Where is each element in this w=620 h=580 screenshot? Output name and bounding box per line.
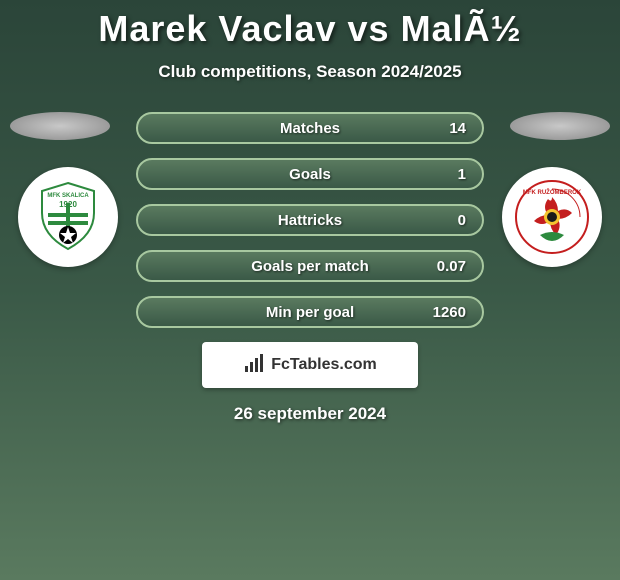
stat-row-hattricks: Hattricks 0 xyxy=(136,204,484,236)
stats-list: Matches 14 Goals 1 Hattricks 0 Goals per… xyxy=(136,112,484,328)
comparison-title: Marek Vaclav vs MalÃ½ xyxy=(0,0,620,50)
shadow-ellipse-right xyxy=(510,112,610,140)
comparison-date: 26 september 2024 xyxy=(0,404,620,424)
svg-text:MFK RUŽOMBEROK: MFK RUŽOMBEROK xyxy=(523,188,582,196)
stat-label: Matches xyxy=(280,120,340,137)
stat-row-matches: Matches 14 xyxy=(136,112,484,144)
shadow-ellipse-left xyxy=(10,112,110,140)
skalica-crest-icon: MFK SKALICA 1920 xyxy=(28,177,108,257)
stat-value: 1 xyxy=(458,166,466,183)
team-badge-left: MFK SKALICA 1920 xyxy=(18,167,118,267)
fctables-label: FcTables.com xyxy=(271,356,377,374)
bar-chart-icon xyxy=(243,352,265,379)
stat-row-goals-per-match: Goals per match 0.07 xyxy=(136,250,484,282)
stat-value: 0.07 xyxy=(437,258,466,275)
stat-label: Hattricks xyxy=(278,212,342,229)
stat-value: 14 xyxy=(449,120,466,137)
comparison-subtitle: Club competitions, Season 2024/2025 xyxy=(0,62,620,82)
main-content: MFK SKALICA 1920 MFK RUŽOMBEROK Matches … xyxy=(0,112,620,424)
team-badge-right: MFK RUŽOMBEROK xyxy=(502,167,602,267)
fctables-attribution[interactable]: FcTables.com xyxy=(202,342,418,388)
stat-label: Min per goal xyxy=(266,304,354,321)
stat-row-goals: Goals 1 xyxy=(136,158,484,190)
stat-value: 0 xyxy=(458,212,466,229)
stat-label: Goals per match xyxy=(251,258,369,275)
stat-value: 1260 xyxy=(433,304,466,321)
stat-row-min-per-goal: Min per goal 1260 xyxy=(136,296,484,328)
stat-label: Goals xyxy=(289,166,331,183)
ruzomberok-crest-icon: MFK RUŽOMBEROK xyxy=(512,177,592,257)
svg-text:MFK SKALICA: MFK SKALICA xyxy=(47,193,89,199)
